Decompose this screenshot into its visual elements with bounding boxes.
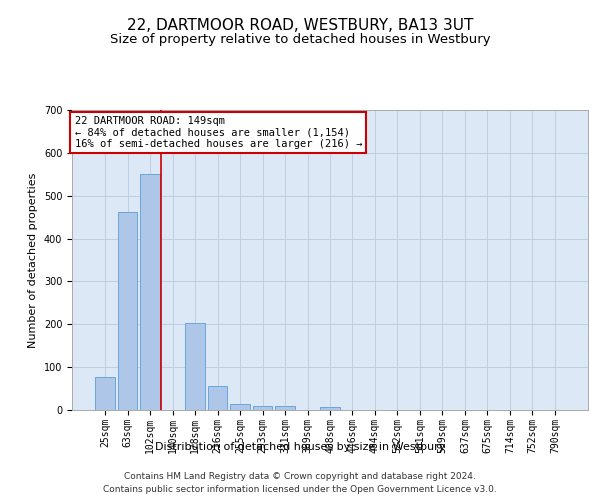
Text: Contains HM Land Registry data © Crown copyright and database right 2024.: Contains HM Land Registry data © Crown c… bbox=[124, 472, 476, 481]
Bar bbox=[320, 406, 340, 410]
Bar bbox=[185, 322, 205, 410]
Bar bbox=[253, 406, 272, 410]
Bar bbox=[275, 406, 295, 410]
Y-axis label: Number of detached properties: Number of detached properties bbox=[28, 172, 38, 348]
Text: Size of property relative to detached houses in Westbury: Size of property relative to detached ho… bbox=[110, 32, 490, 46]
Text: Contains public sector information licensed under the Open Government Licence v3: Contains public sector information licen… bbox=[103, 485, 497, 494]
Bar bbox=[140, 174, 160, 410]
Bar bbox=[208, 386, 227, 410]
Text: Distribution of detached houses by size in Westbury: Distribution of detached houses by size … bbox=[155, 442, 445, 452]
Bar bbox=[95, 376, 115, 410]
Text: 22 DARTMOOR ROAD: 149sqm
← 84% of detached houses are smaller (1,154)
16% of sem: 22 DARTMOOR ROAD: 149sqm ← 84% of detach… bbox=[74, 116, 362, 149]
Bar bbox=[230, 404, 250, 410]
Text: 22, DARTMOOR ROAD, WESTBURY, BA13 3UT: 22, DARTMOOR ROAD, WESTBURY, BA13 3UT bbox=[127, 18, 473, 32]
Bar bbox=[118, 212, 137, 410]
